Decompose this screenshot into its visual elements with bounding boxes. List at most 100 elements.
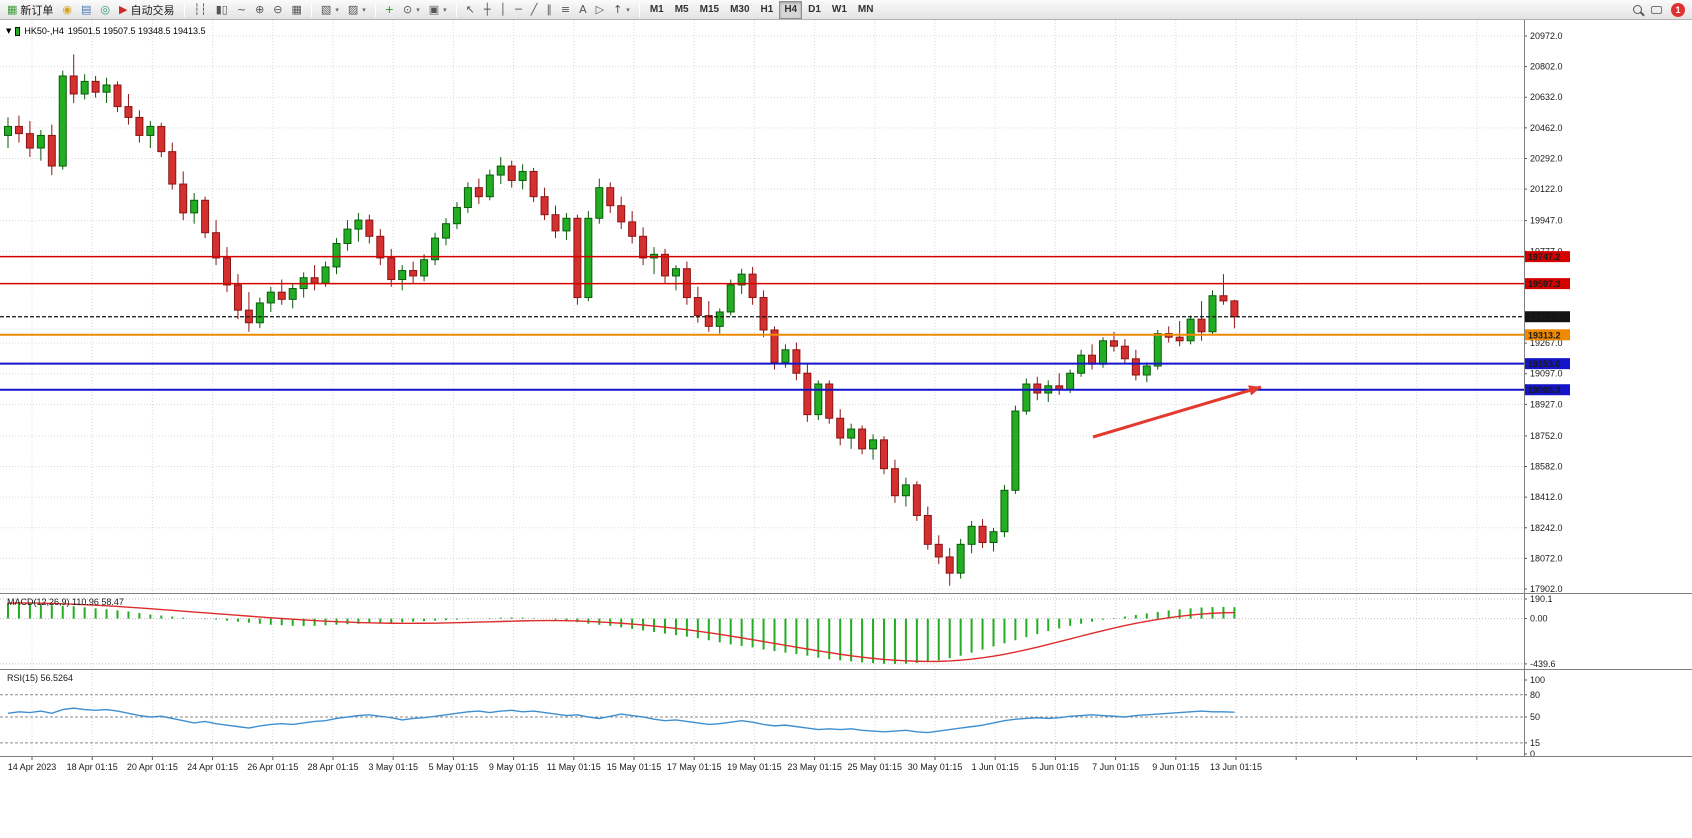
chart-ohlc-values: 19501.5 19507.5 19348.5 19413.5: [67, 26, 206, 36]
refresh-icon[interactable]: ◎: [96, 1, 114, 19]
fibonacci-button[interactable]: ≡: [557, 1, 574, 19]
toolbar-separator: [183, 2, 185, 17]
horizontal-line-button[interactable]: ─: [511, 1, 526, 19]
price-tag-19413.5: 19413.5: [1528, 312, 1561, 322]
zoom-in-button[interactable]: ⊕: [251, 1, 268, 19]
vertical-line-button[interactable]: │: [495, 1, 510, 19]
collapse-triangle-icon[interactable]: ▼: [6, 27, 12, 35]
notifications-button[interactable]: [1647, 1, 1666, 19]
macd-tick-label: 0.00: [1530, 614, 1548, 624]
label-button[interactable]: ▷: [592, 1, 608, 19]
time-label: 18 Apr 01:15: [67, 762, 118, 772]
price-chart[interactable]: 20972.0 20802.0 20632.0 20462.0 20292.0 20122…: [0, 20, 1692, 594]
auto-trading-button[interactable]: ▶ 自动交易: [115, 1, 178, 19]
refresh-icon-icon: ◎: [100, 3, 111, 16]
time-label: 17 May 01:15: [667, 762, 722, 772]
time-label: 23 May 01:15: [787, 762, 842, 772]
new-chart-button[interactable]: ▧ ▾: [317, 1, 343, 19]
grid: [0, 20, 1524, 592]
price-tag-19008.3: 19008.3: [1528, 385, 1561, 395]
text-button[interactable]: A: [575, 1, 591, 19]
tf-d1-label: D1: [808, 4, 821, 15]
zoom-out-icon: ⊖: [273, 3, 283, 16]
search-button[interactable]: [1629, 1, 1646, 19]
periods-icon: ⊙: [402, 3, 413, 16]
rsi-tick-label: 50: [1530, 712, 1540, 722]
print-icon[interactable]: ▤: [77, 1, 95, 19]
price-tag-19153.0: 19153.0: [1528, 359, 1561, 369]
tf-m30[interactable]: M30: [725, 1, 754, 19]
price-tick-label: 18927.0: [1530, 399, 1563, 409]
macd-panel[interactable]: 190.1 0.00 -439.6: [0, 594, 1692, 670]
arrows-button[interactable]: ↑ ▾: [609, 1, 634, 19]
new-order-button[interactable]: ▦ 新订单: [3, 1, 57, 19]
price-tag-19313.2: 19313.2: [1528, 330, 1561, 340]
rsi-panel[interactable]: 100 80 50 150: [0, 670, 1692, 757]
tf-h1[interactable]: H1: [756, 1, 779, 19]
price-tick-label: 20122.0: [1530, 184, 1563, 194]
templates-button-dropdown-icon[interactable]: ▾: [443, 5, 447, 14]
line-chart-icon: ~: [236, 3, 247, 16]
crosshair-button[interactable]: ┼: [480, 1, 495, 19]
indicators-button[interactable]: +: [381, 1, 398, 19]
profiles-button[interactable]: ▨ ▾: [344, 1, 370, 19]
zoom-out-button[interactable]: ⊖: [269, 1, 286, 19]
arrows-icon: ↑: [613, 3, 623, 16]
time-label: 15 May 01:15: [607, 762, 662, 772]
tf-m5[interactable]: M5: [670, 1, 694, 19]
toolbar-separator: [310, 2, 312, 17]
price-line-19008.3[interactable]: 19008.3: [0, 384, 1570, 396]
chart-window: 20972.0 20802.0 20632.0 20462.0 20292.0 20122…: [0, 20, 1692, 838]
new-order-button-label: 新订单: [20, 4, 54, 17]
price-line-19747.2[interactable]: 19747.2: [0, 251, 1570, 263]
chat-icon: [1651, 5, 1662, 14]
bar-chart-button[interactable]: ┆┆: [190, 1, 211, 19]
new-order-icon: ▦: [7, 3, 18, 16]
periods-button-dropdown-icon[interactable]: ▾: [416, 5, 420, 14]
rsi-tick-label: 15: [1530, 738, 1540, 748]
trend-arrow-annotation[interactable]: [1092, 385, 1262, 439]
tf-m1[interactable]: M1: [645, 1, 669, 19]
tf-m30-label: M30: [730, 4, 750, 15]
templates-button[interactable]: ▣ ▾: [425, 1, 451, 19]
trendline-icon: ╱: [530, 3, 538, 16]
time-axis[interactable]: 14 Apr 2023 18 Apr 01:15 20 Apr 01:15 24 Ap…: [0, 757, 1692, 838]
rsi-indicator-label: RSI(15) 56.5264: [7, 673, 74, 683]
cursor-icon: ↖: [465, 3, 475, 16]
tf-mn-label: MN: [857, 4, 874, 15]
tf-d1[interactable]: D1: [803, 1, 826, 19]
tf-w1-label: W1: [831, 4, 847, 15]
price-line-19153.0[interactable]: 19153.0: [0, 358, 1570, 370]
channel-button[interactable]: ∥: [542, 1, 556, 19]
tf-w1[interactable]: W1: [827, 1, 852, 19]
periods-button[interactable]: ⊙ ▾: [399, 1, 424, 19]
time-label: 9 Jun 01:15: [1152, 762, 1199, 772]
time-label: 28 Apr 01:15: [307, 762, 358, 772]
trendline-button[interactable]: ╱: [527, 1, 542, 19]
notification-badge[interactable]: 1: [1671, 2, 1685, 17]
time-label: 1 Jun 01:15: [972, 762, 1019, 772]
tf-m5-label: M5: [674, 4, 689, 15]
toolbar-separator: [455, 2, 457, 17]
tf-h4-label: H4: [784, 4, 798, 15]
price-line-19413.5[interactable]: 19413.5: [0, 311, 1570, 323]
new-chart-button-dropdown-icon[interactable]: ▾: [335, 5, 339, 14]
cursor-button[interactable]: ↖: [462, 1, 479, 19]
price-line-19597.3[interactable]: 19597.3: [0, 278, 1570, 290]
templates-icon: ▣: [428, 3, 440, 16]
tf-m1-label: M1: [649, 4, 664, 15]
profiles-button-dropdown-icon[interactable]: ▾: [362, 5, 366, 14]
tf-mn[interactable]: MN: [853, 1, 879, 19]
tf-m15[interactable]: M15: [695, 1, 724, 19]
tile-windows-button[interactable]: ▦: [288, 1, 306, 19]
history-folder-icon[interactable]: ◉: [58, 1, 76, 19]
new-chart-icon: ▧: [320, 3, 332, 16]
tf-h4[interactable]: H4: [779, 0, 803, 19]
price-line-19313.2[interactable]: 19313.2: [0, 329, 1570, 341]
rsi-line: [7, 707, 1235, 734]
line-chart-button[interactable]: ~: [233, 1, 250, 19]
candlestick-chart-button[interactable]: ▮▯: [212, 1, 232, 19]
chart-title: ▼ HK50-,H4 19501.5 19507.5 19348.5 19413…: [6, 26, 206, 36]
price-tick-label: 20802.0: [1530, 62, 1563, 72]
arrows-button-dropdown-icon[interactable]: ▾: [626, 5, 630, 14]
